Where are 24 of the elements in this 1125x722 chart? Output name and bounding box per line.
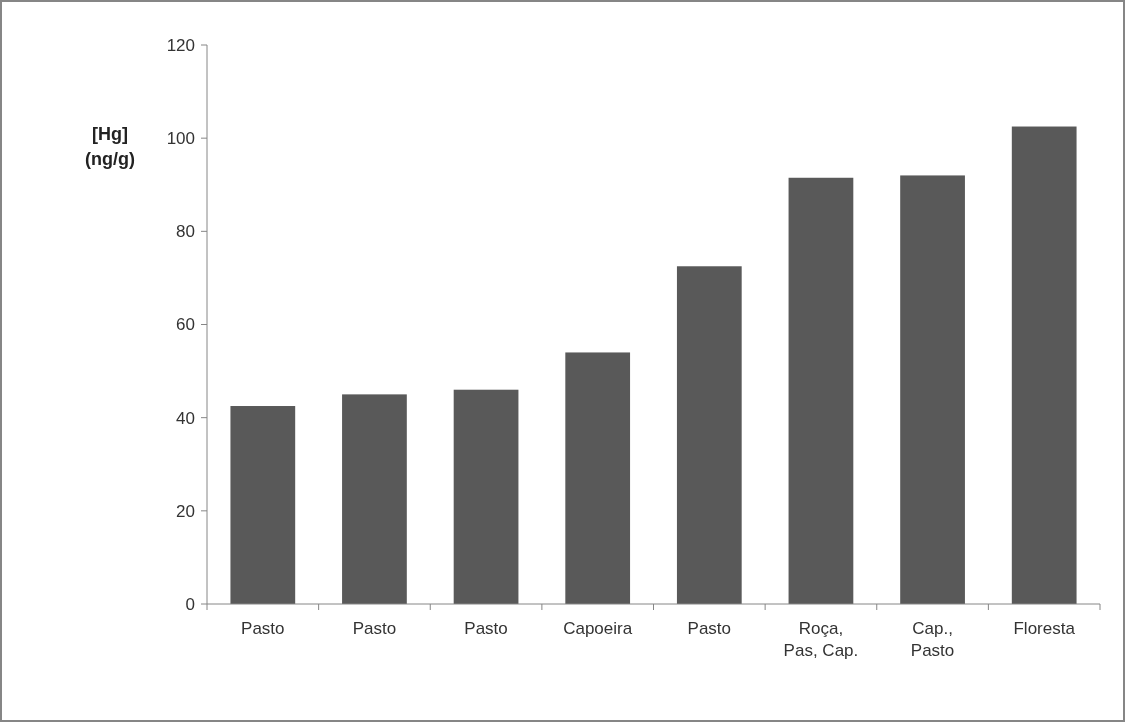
x-tick-label: Capoeira xyxy=(563,619,633,638)
bar xyxy=(1011,126,1077,604)
y-tick-label: 0 xyxy=(185,594,195,614)
x-tick-label: Cap., Pasto xyxy=(910,619,955,660)
x-tick-label: Floresta xyxy=(1013,619,1076,638)
x-tick-label: Pasto xyxy=(241,619,285,638)
y-tick-label: 120 xyxy=(166,35,195,55)
bar xyxy=(900,175,965,604)
y-tick-label: 100 xyxy=(166,129,195,149)
bar xyxy=(788,177,854,604)
bar xyxy=(230,406,296,604)
bar xyxy=(453,389,519,604)
bar xyxy=(342,394,407,604)
bar xyxy=(676,266,742,604)
x-tick-label: Pasto xyxy=(687,619,732,638)
x-tick-label: Pasto xyxy=(352,619,397,638)
y-tick-label: 80 xyxy=(176,222,195,242)
x-tick-label: Roça, Pas, Cap. xyxy=(783,619,859,660)
y-tick-label: 40 xyxy=(176,408,195,428)
y-axis-title: [Hg] (ng/g) xyxy=(85,124,135,169)
y-tick-label: 20 xyxy=(176,501,195,521)
bar xyxy=(565,352,631,604)
y-tick-label: 60 xyxy=(176,315,195,335)
x-tick-label: Pasto xyxy=(464,619,508,638)
